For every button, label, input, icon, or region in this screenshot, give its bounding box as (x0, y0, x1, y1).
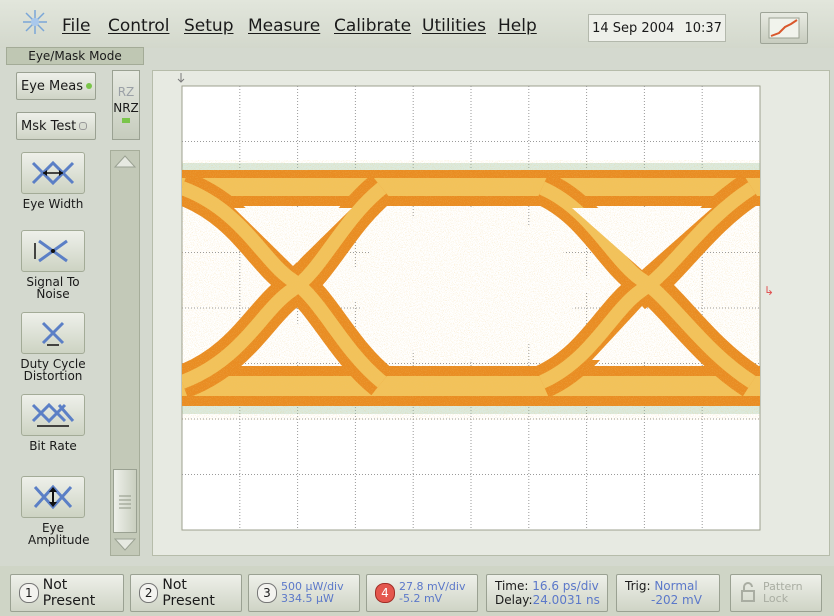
eye-amplitude-icon (21, 476, 85, 518)
channel-3-box[interactable]: 3 500 µW/div 334.5 µW (248, 574, 360, 612)
channel-1-number: 1 (19, 583, 39, 603)
nrz-label: NRZ (113, 101, 139, 115)
tool-bit-rate[interactable]: Bit Rate (14, 394, 92, 452)
channel-4-scale: 27.8 mV/div (399, 580, 466, 593)
scroll-up-icon[interactable] (111, 151, 139, 171)
eye-meas-label: Eye Meas (21, 78, 83, 94)
eye-diagram-display[interactable]: ↳ (152, 70, 830, 556)
channel-1-box[interactable]: 1 Not Present (10, 574, 124, 612)
rz-label: RZ (117, 85, 135, 99)
channel-3-offset: 334.5 µW (281, 592, 334, 605)
nrz-indicator-icon (122, 118, 130, 123)
waveform-shortcut-button[interactable] (760, 12, 808, 44)
time-label: Time: (495, 579, 529, 593)
pattern-lock-button[interactable]: Pattern Lock (730, 574, 822, 612)
menu-control[interactable]: Control (108, 16, 170, 36)
bit-rate-icon (21, 394, 85, 436)
tool-signal-to-noise[interactable]: Signal To Noise (14, 230, 92, 300)
scroll-thumb[interactable] (113, 469, 137, 533)
duty-cycle-distortion-label: Duty Cycle Distortion (20, 357, 86, 383)
msk-test-indicator-icon (79, 122, 88, 130)
eye-amplitude-label: Eye Amplitude (28, 521, 90, 547)
channel-2-number: 2 (139, 583, 159, 603)
trig-label: Trig: (625, 579, 651, 593)
rz-nrz-toggle[interactable]: RZ NRZ (112, 70, 140, 140)
channel-2-box[interactable]: 2 Not Present (130, 574, 242, 612)
mode-title: Eye/Mask Mode (6, 47, 144, 65)
trig-mode: Normal (654, 579, 698, 593)
eye-width-label: Eye Width (22, 197, 84, 211)
msk-test-label: Msk Test (21, 118, 77, 134)
tool-duty-cycle-distortion[interactable]: Duty Cycle Distortion (14, 312, 92, 382)
agilent-logo-icon (23, 10, 47, 34)
channel-2-label: Not Present (162, 577, 215, 609)
channel-4-number: 4 (375, 583, 395, 603)
waveform-icon (768, 17, 800, 39)
menu-file[interactable]: File (62, 16, 91, 36)
channel-3-scale: 500 µW/div (281, 580, 344, 593)
pattern-lock-label: Pattern Lock (763, 580, 803, 605)
tool-eye-amplitude[interactable]: Eye Amplitude (14, 476, 92, 546)
time-text: 10:37 (684, 20, 722, 36)
channel-4-box[interactable]: 4 27.8 mV/div -5.2 mV (366, 574, 478, 612)
time-value: 16.6 ps/div (532, 579, 599, 593)
date-time-display: 14 Sep 2004 10:37 (588, 14, 726, 42)
eye-meas-button[interactable]: Eye Meas (16, 72, 96, 100)
eye-trace (182, 160, 760, 420)
menu-setup[interactable]: Setup (184, 16, 234, 36)
eye-meas-indicator-icon (86, 83, 92, 89)
menu-utilities[interactable]: Utilities (422, 16, 486, 36)
delay-value: 24.0031 ns (532, 593, 600, 607)
delay-label: Delay: (495, 593, 533, 607)
signal-to-noise-icon (21, 230, 85, 272)
channel-1-label: Not Present (42, 577, 96, 609)
lock-icon (741, 582, 755, 602)
scroll-down-icon[interactable] (111, 535, 139, 555)
trigger-box[interactable]: Trig: Normal -202 mV (616, 574, 720, 612)
tool-eye-width[interactable]: Eye Width (14, 152, 92, 210)
bit-rate-label: Bit Rate (29, 439, 77, 453)
channel-3-number: 3 (257, 583, 277, 603)
menu-measure[interactable]: Measure (248, 16, 321, 36)
date-text: 14 Sep 2004 (592, 20, 675, 36)
level-marker-icon: ↳ (764, 284, 774, 298)
channel-4-offset: -5.2 mV (399, 592, 443, 605)
menu-help[interactable]: Help (498, 16, 537, 36)
msk-test-button[interactable]: Msk Test (16, 112, 96, 140)
eye-width-icon (21, 152, 85, 194)
trig-level: -202 mV (651, 593, 702, 607)
menu-bar: File Control Setup Measure Calibrate Uti… (0, 0, 834, 48)
timebase-box[interactable]: Time: 16.6 ps/div Delay:24.0031 ns (486, 574, 608, 612)
duty-cycle-distortion-icon (21, 312, 85, 354)
tool-scrollbar[interactable] (110, 150, 140, 556)
menu-calibrate[interactable]: Calibrate (334, 16, 412, 36)
signal-to-noise-label: Signal To Noise (26, 275, 80, 301)
trigger-marker-icon (177, 73, 185, 83)
